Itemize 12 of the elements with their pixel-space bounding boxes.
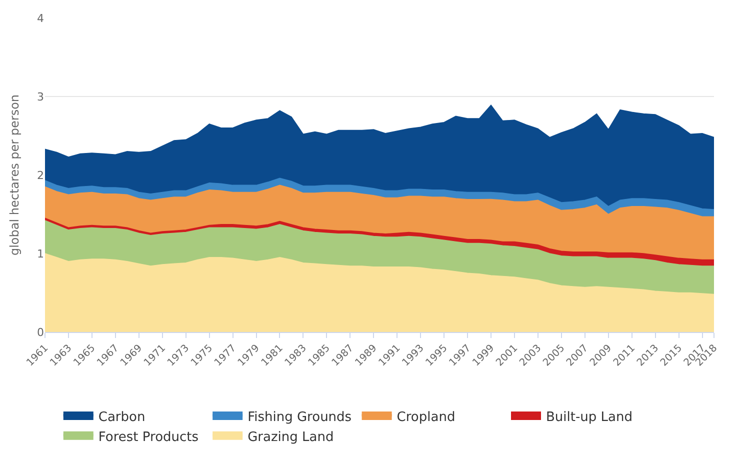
y-tick-label: 0 <box>37 326 44 339</box>
legend-label: Forest Products <box>98 430 199 445</box>
y-tick-label: 2 <box>37 168 44 182</box>
legend-label: Grazing Land <box>248 430 334 445</box>
legend-label: Carbon <box>98 410 146 426</box>
y-axis-title: global hectares per person <box>7 94 22 256</box>
legend-label: Fishing Grounds <box>248 410 352 426</box>
legend-label: Built-up Land <box>546 410 633 426</box>
y-tick-label: 4 <box>37 12 44 25</box>
y-tick-label: 3 <box>37 90 44 104</box>
y-tick-label: 1 <box>37 247 44 260</box>
legend-label: Cropland <box>396 410 456 426</box>
